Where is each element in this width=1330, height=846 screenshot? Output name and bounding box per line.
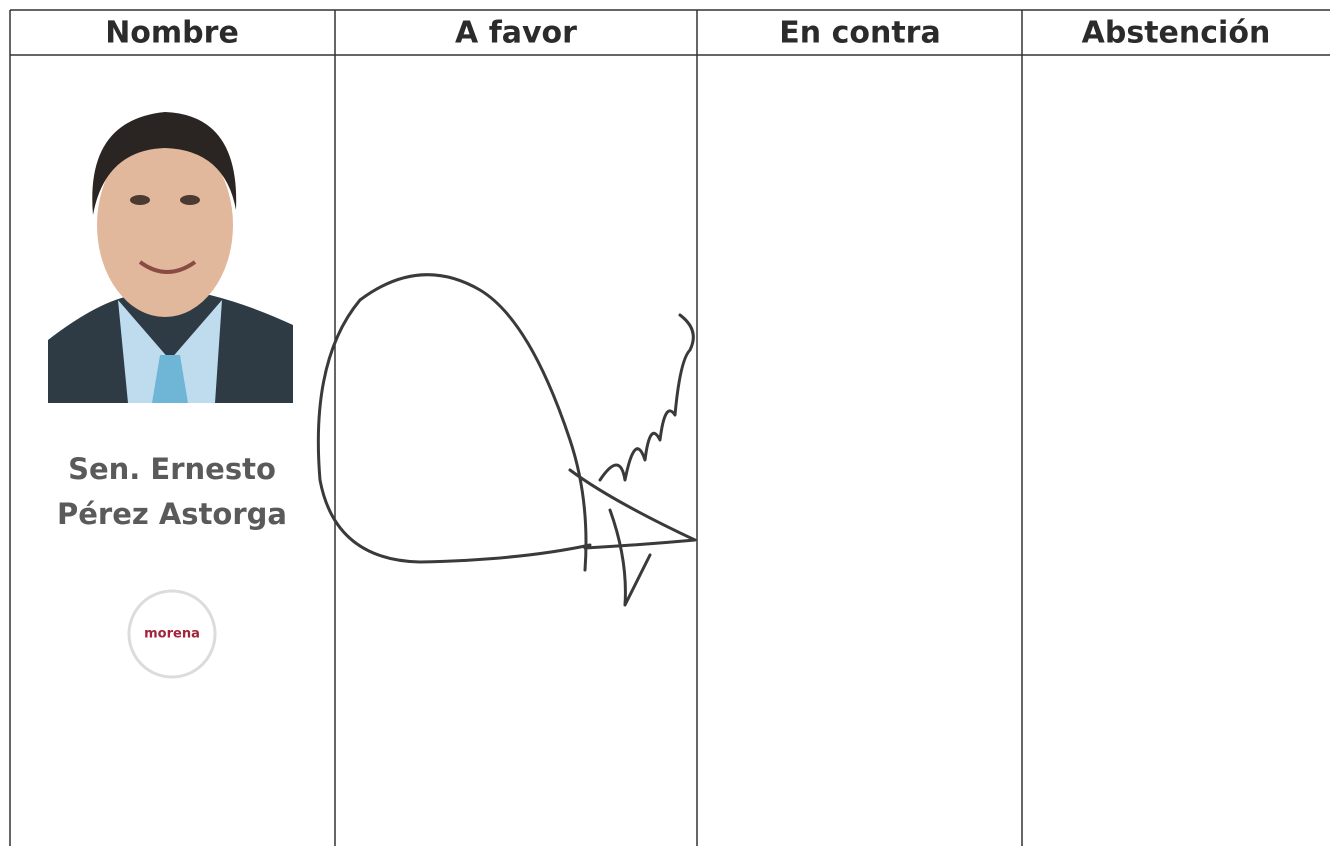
hair <box>92 112 237 215</box>
senator-name: Sen. Ernesto <box>68 452 276 486</box>
header-cell: Nombre <box>105 16 239 51</box>
table-grid <box>9 9 1330 846</box>
senator-name: Pérez Astorga <box>57 497 287 531</box>
party-name: morena <box>144 627 200 642</box>
shirt <box>118 300 222 403</box>
portrait <box>48 108 293 403</box>
eye <box>180 195 200 205</box>
header-cell: Abstención <box>1082 16 1271 51</box>
eye <box>130 195 150 205</box>
mouth <box>138 260 197 274</box>
tie <box>152 355 188 403</box>
header-cell: A favor <box>455 16 577 51</box>
signature <box>316 273 697 607</box>
party-logo <box>127 589 217 679</box>
face <box>97 133 233 317</box>
header-cell: En contra <box>779 16 940 51</box>
suit <box>48 295 293 403</box>
